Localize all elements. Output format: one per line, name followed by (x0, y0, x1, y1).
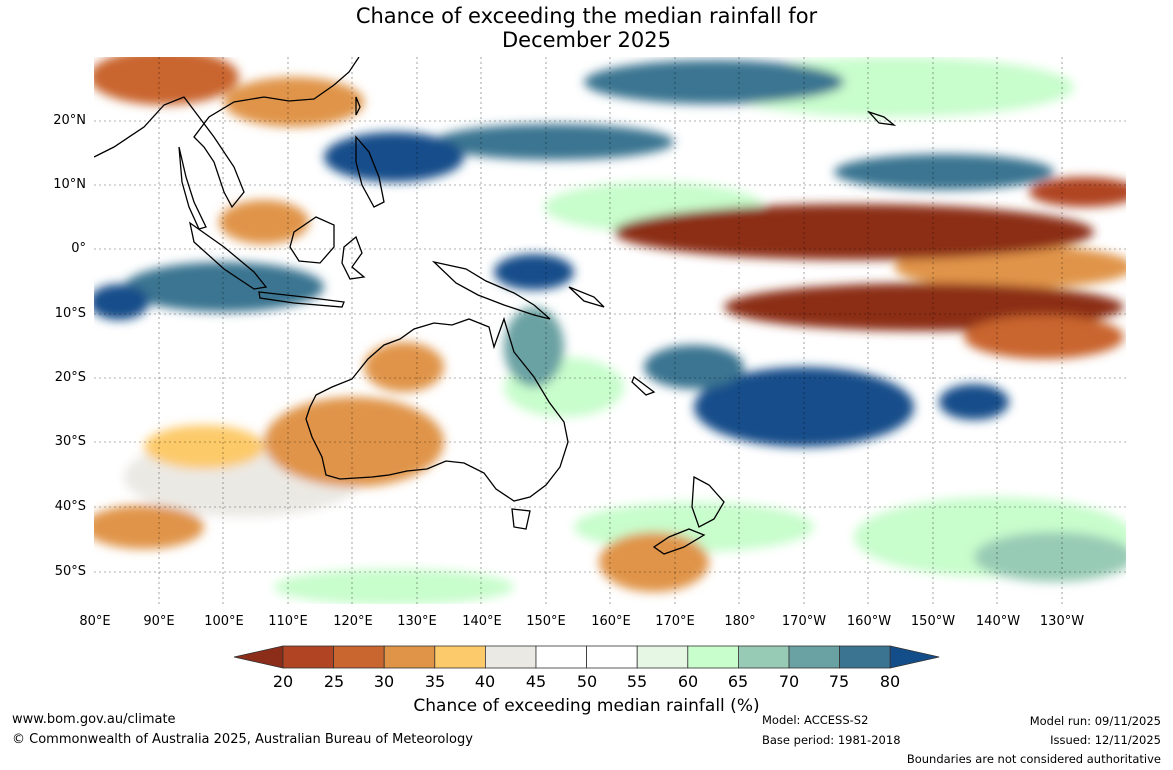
graticule (94, 57, 1126, 604)
colorbar-tick: 60 (677, 672, 699, 691)
lon-label: 100°E (204, 614, 244, 629)
lat-label: 30°S (54, 434, 86, 449)
nz-north-coast (691, 475, 725, 528)
colorbar-tick: 70 (778, 672, 800, 691)
disclaimer-text: Boundaries are not considered authoritat… (906, 752, 1161, 766)
colorbar-title: Chance of exceeding median rainfall (%) (413, 696, 760, 716)
lat-label: 50°S (54, 564, 86, 579)
lon-label: 170°E (655, 614, 695, 629)
asia-mainland-coast (94, 57, 360, 209)
lon-label: 130°E (397, 614, 437, 629)
colorbar-extend-high (889, 645, 940, 669)
lon-label: 130°W (1039, 614, 1085, 629)
colorbar-segment (484, 645, 537, 669)
java-coast (258, 291, 345, 308)
colorbar-tick: 55 (626, 672, 648, 691)
colorbar-segment (282, 645, 334, 669)
malay-peninsula-coast (178, 146, 207, 230)
philippines-coast (355, 135, 385, 208)
colorbar-segment (434, 645, 486, 669)
colorbar-tick: 35 (424, 672, 446, 691)
base-period-text: Base period: 1981-2018 (762, 733, 901, 747)
lat-label: 0° (71, 241, 86, 256)
tasmania-coast (511, 508, 531, 530)
colorbar-tick: 25 (323, 672, 345, 691)
lon-label: 90°E (143, 614, 175, 629)
model-text: Model: ACCESS-S2 (762, 713, 869, 727)
copyright-text: © Commonwealth of Australia 2025, Austra… (12, 732, 473, 747)
colorbar-tick: 40 (474, 672, 496, 691)
sumatra-coast (189, 221, 268, 290)
lon-label: 170°W (781, 614, 827, 629)
colorbar-tick: 65 (727, 672, 749, 691)
lon-label: 80°E (79, 614, 111, 629)
map-title: Chance of exceeding the median rainfall … (0, 4, 1173, 52)
lon-label: 140°E (462, 614, 502, 629)
lon-label: 160°E (591, 614, 631, 629)
lon-label: 110°E (268, 614, 308, 629)
sulawesi-coast (341, 235, 366, 280)
solomon-islands-coast (568, 286, 605, 308)
lon-label: 150°W (910, 614, 956, 629)
model-run-text: Model run: 09/11/2025 (1029, 714, 1161, 728)
lon-label: 140°W (975, 614, 1021, 629)
title-line-1: Chance of exceeding the median rainfall … (355, 4, 818, 28)
new-guinea-coast (431, 260, 551, 320)
colorbar-segment (737, 645, 790, 669)
title-line-2: December 2025 (501, 28, 671, 52)
coastlines (94, 57, 897, 555)
colorbar-segment (788, 645, 840, 669)
borneo-coast (289, 216, 335, 264)
colorbar-segment (586, 645, 638, 669)
taiwan-coast (355, 96, 361, 116)
colorbar (233, 645, 940, 669)
colorbar-tick: 45 (525, 672, 547, 691)
colorbar-segment (636, 645, 689, 669)
colorbar-tick: 80 (879, 672, 901, 691)
colorbar-segment (383, 645, 436, 669)
lat-label: 10°S (54, 306, 86, 321)
lat-label: 10°N (53, 177, 86, 192)
hawaii-coast (866, 110, 897, 126)
lon-label: 150°E (526, 614, 566, 629)
lon-label: 180° (724, 614, 756, 629)
colorbar-extend-low (233, 645, 284, 669)
colorbar-tick: 30 (373, 672, 395, 691)
colorbar-segment (535, 645, 587, 669)
new-caledonia-coast (631, 375, 656, 396)
lon-label: 120°E (333, 614, 373, 629)
colorbar-tick: 75 (828, 672, 850, 691)
lat-label: 20°N (53, 113, 86, 128)
colorbar-segment (687, 645, 739, 669)
nz-south-coast (652, 528, 706, 555)
colorbar-segment (839, 645, 891, 669)
lat-label: 40°S (54, 499, 86, 514)
lon-label: 160°W (846, 614, 892, 629)
website-link[interactable]: www.bom.gov.au/climate (12, 712, 176, 727)
lat-label: 20°S (54, 370, 86, 385)
colorbar-tick: 50 (576, 672, 598, 691)
issued-text: Issued: 12/11/2025 (1050, 733, 1161, 747)
rainfall-map (94, 57, 1126, 604)
colorbar-tick: 20 (272, 672, 294, 691)
colorbar-segment (333, 645, 385, 669)
australia-coast (305, 316, 569, 502)
